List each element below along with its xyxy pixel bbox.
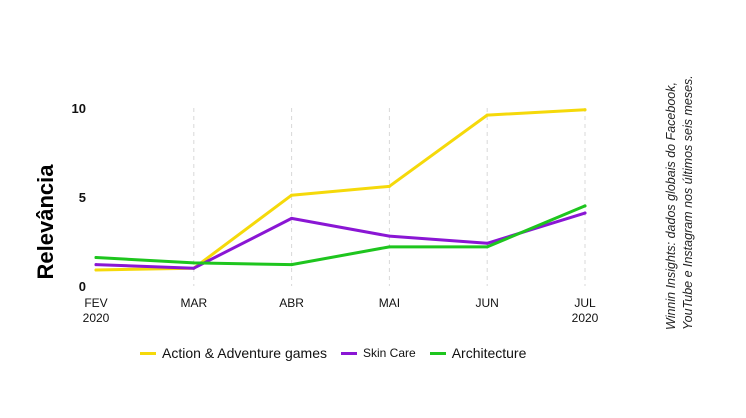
data-point xyxy=(485,245,489,249)
y-axis-ticks: 0 5 10 xyxy=(72,101,86,294)
x-tick-label: MAR xyxy=(180,296,207,310)
legend-label-skin-care: Skin Care xyxy=(363,346,416,360)
series-lines xyxy=(94,108,587,272)
data-point xyxy=(583,211,587,215)
legend-swatch-skin-care xyxy=(341,351,357,355)
x-tick-label: ABR xyxy=(279,296,304,310)
data-point xyxy=(192,266,196,270)
data-point xyxy=(387,184,391,188)
series-line-2 xyxy=(94,204,587,267)
data-point xyxy=(583,204,587,208)
legend-item-skin-care: Skin Care xyxy=(341,346,416,360)
x-tick-label: MAI xyxy=(379,296,400,310)
legend-item-action-adventure: Action & Adventure games xyxy=(140,345,327,361)
x-tick-label: 2020 xyxy=(572,311,599,325)
y-axis-label: Relevância xyxy=(33,164,58,280)
legend-label-architecture: Architecture xyxy=(451,345,527,361)
data-point xyxy=(290,193,294,197)
x-tick-label: JUN xyxy=(476,296,499,310)
legend-item-architecture: Architecture xyxy=(429,345,527,361)
grid-lines xyxy=(193,108,586,286)
data-point xyxy=(94,268,98,272)
data-point xyxy=(290,263,294,267)
data-point xyxy=(387,234,391,238)
data-point xyxy=(94,256,98,260)
legend: Action & Adventure games Skin Care Archi… xyxy=(140,345,540,361)
x-tick-label: 2020 xyxy=(83,311,110,325)
y-tick-label: 10 xyxy=(72,101,86,116)
y-tick-label: 5 xyxy=(79,190,86,205)
series-line-0 xyxy=(94,108,587,272)
legend-label-action-adventure: Action & Adventure games xyxy=(162,345,327,361)
data-point xyxy=(290,216,294,220)
x-tick-label: FEV xyxy=(84,296,107,310)
legend-swatch-architecture xyxy=(429,351,446,355)
data-point xyxy=(192,261,196,265)
x-tick-label: JUL xyxy=(574,296,596,310)
data-point xyxy=(485,241,489,245)
y-tick-label: 0 xyxy=(79,279,86,294)
data-point xyxy=(387,245,391,249)
source-note: Winnin Insights: dados globais do Facebo… xyxy=(664,75,695,330)
data-point xyxy=(94,263,98,267)
data-point xyxy=(485,113,489,117)
series-line-1 xyxy=(94,211,587,270)
data-point xyxy=(583,108,587,112)
legend-swatch-action-adventure xyxy=(140,351,156,355)
